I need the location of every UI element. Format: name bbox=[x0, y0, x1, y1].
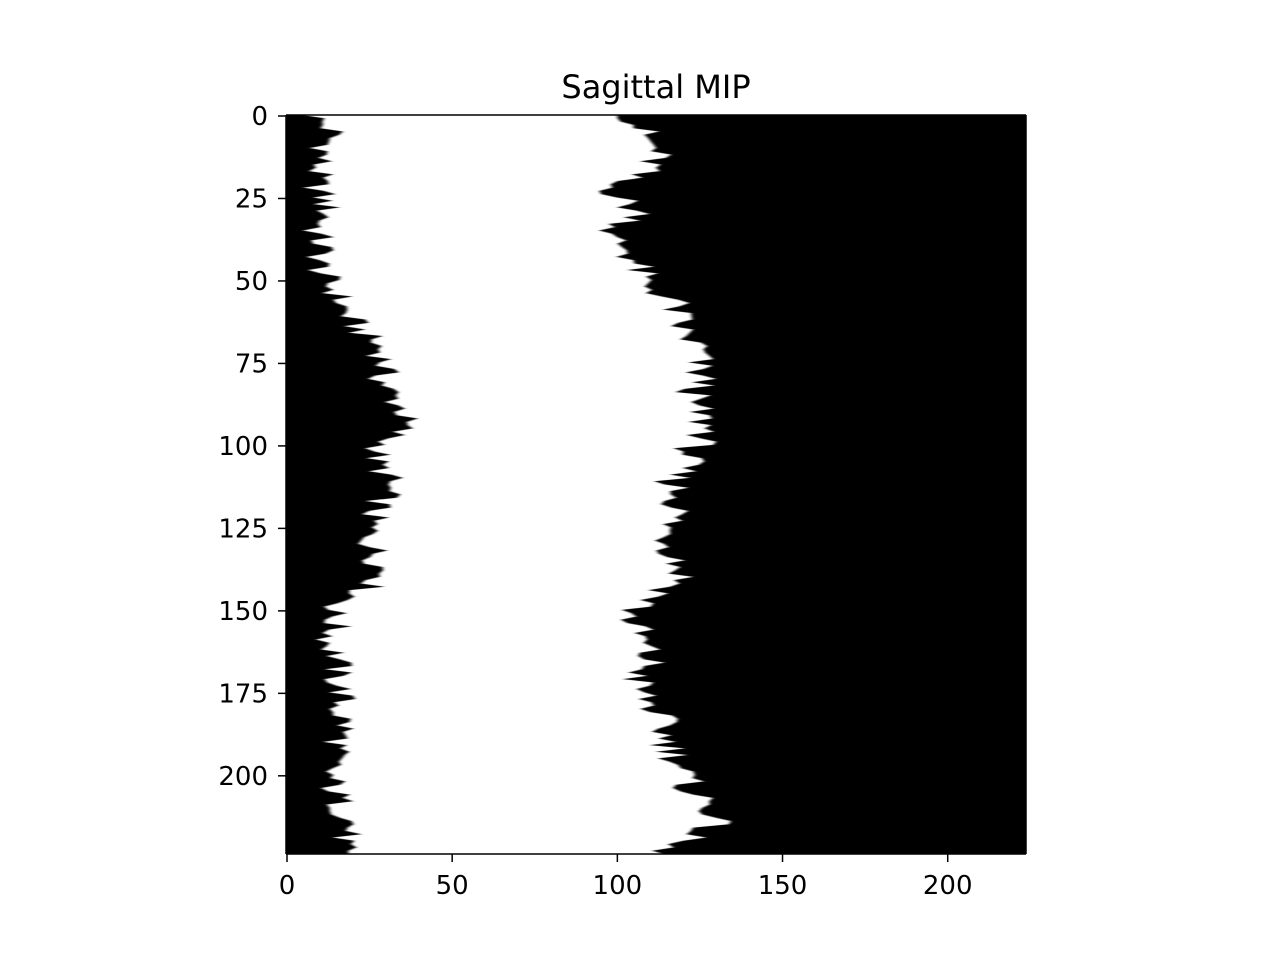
plot-area bbox=[286, 115, 1026, 854]
x-tick-label: 100 bbox=[593, 871, 643, 901]
x-tick-label: 200 bbox=[923, 871, 973, 901]
y-tick-label: 25 bbox=[235, 184, 268, 214]
x-tick-label: 50 bbox=[436, 871, 469, 901]
y-tick-label: 75 bbox=[235, 349, 268, 379]
y-tick-label: 175 bbox=[218, 679, 268, 709]
y-tick-label: 200 bbox=[218, 762, 268, 792]
y-tick-label: 0 bbox=[251, 102, 268, 132]
x-tick-label: 150 bbox=[758, 871, 808, 901]
y-tick-label: 50 bbox=[235, 267, 268, 297]
y-tick-label: 100 bbox=[218, 432, 268, 462]
y-tick-label: 125 bbox=[218, 514, 268, 544]
chart-title: Sagittal MIP bbox=[561, 68, 750, 106]
bright-region bbox=[301, 115, 731, 854]
x-tick-label: 0 bbox=[279, 871, 296, 901]
y-tick-label: 150 bbox=[218, 597, 268, 627]
axes-layer: 0 50 100 150 200 0 25 50 75 100 125 150 175 200 bbox=[218, 102, 1027, 901]
